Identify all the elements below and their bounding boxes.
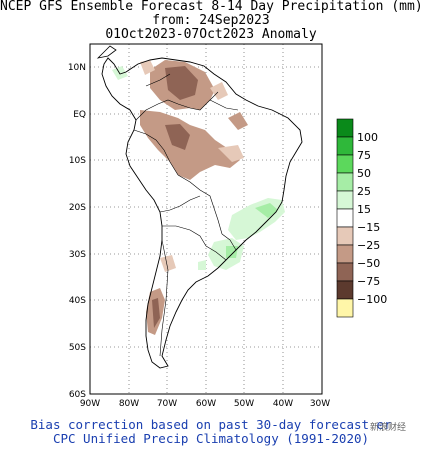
climatology-note: CPC Unified Precip Climatology (1991-202…	[52, 431, 370, 446]
legend-label: 100	[357, 131, 378, 144]
south-america-coastline	[101, 57, 303, 369]
legend-label: 15	[357, 203, 371, 216]
legend-label: −75	[357, 275, 380, 288]
legend-label: 50	[357, 167, 371, 180]
lon-label-90w: 90W	[80, 399, 100, 409]
lat-label-50s: 50S	[69, 343, 86, 353]
lon-label-50w: 50W	[234, 399, 254, 409]
legend-label: 75	[357, 149, 371, 162]
lat-label-10s: 10S	[69, 156, 86, 166]
legend-swatch	[336, 280, 354, 300]
legend-swatch	[336, 208, 354, 228]
country-borders	[133, 73, 239, 357]
legend-swatch	[336, 154, 354, 174]
longitude-labels: 90W 80W 70W 60W 50W 40W 30W	[80, 399, 330, 409]
legend-swatch	[336, 118, 354, 138]
map-title: NCEP GFS Ensemble Forecast 8-14 Day Prec…	[0, 0, 422, 14]
lon-label-40w: 40W	[273, 399, 293, 409]
legend-swatch	[336, 136, 354, 156]
legend-swatch	[336, 226, 354, 246]
latitude-labels: 10N EQ 10S 20S 30S 40S 50S 60S	[68, 63, 86, 400]
lat-label-eq: EQ	[73, 110, 86, 120]
legend-swatch	[336, 298, 354, 318]
bias-correction-note: Bias correction based on past 30-day for…	[30, 417, 392, 432]
lat-label-10n: 10N	[68, 63, 86, 73]
lat-label-20s: 20S	[69, 203, 86, 213]
lon-label-70w: 70W	[157, 399, 177, 409]
forecast-issue-date: from: 24Sep2023	[152, 13, 270, 28]
lat-label-30s: 30S	[69, 250, 86, 260]
legend-label: −50	[357, 257, 380, 270]
legend-swatch	[336, 262, 354, 282]
legend-label: −15	[357, 221, 380, 234]
legend-swatch	[336, 172, 354, 192]
legend-label: 25	[357, 185, 371, 198]
watermark-logo: 新浪财经	[369, 423, 406, 433]
forecast-period: 01Oct2023-07Oct2023 Anomaly	[105, 27, 317, 42]
legend-label: −100	[357, 293, 387, 306]
color-legend: 100 75 50 25 15 −15 −25 −50 −75 −100	[336, 118, 387, 318]
wet-anomaly-areas	[112, 66, 285, 270]
lon-label-60w: 60W	[196, 399, 216, 409]
lat-label-40s: 40S	[69, 296, 86, 306]
lon-label-30w: 30W	[310, 399, 330, 409]
legend-label: −25	[357, 239, 380, 252]
lon-label-80w: 80W	[119, 399, 139, 409]
dry-anomaly-areas	[140, 60, 248, 335]
plot-frame	[89, 43, 323, 395]
legend-swatch	[336, 190, 354, 210]
lat-label-60s: 60S	[69, 390, 86, 400]
legend-swatch	[336, 244, 354, 264]
